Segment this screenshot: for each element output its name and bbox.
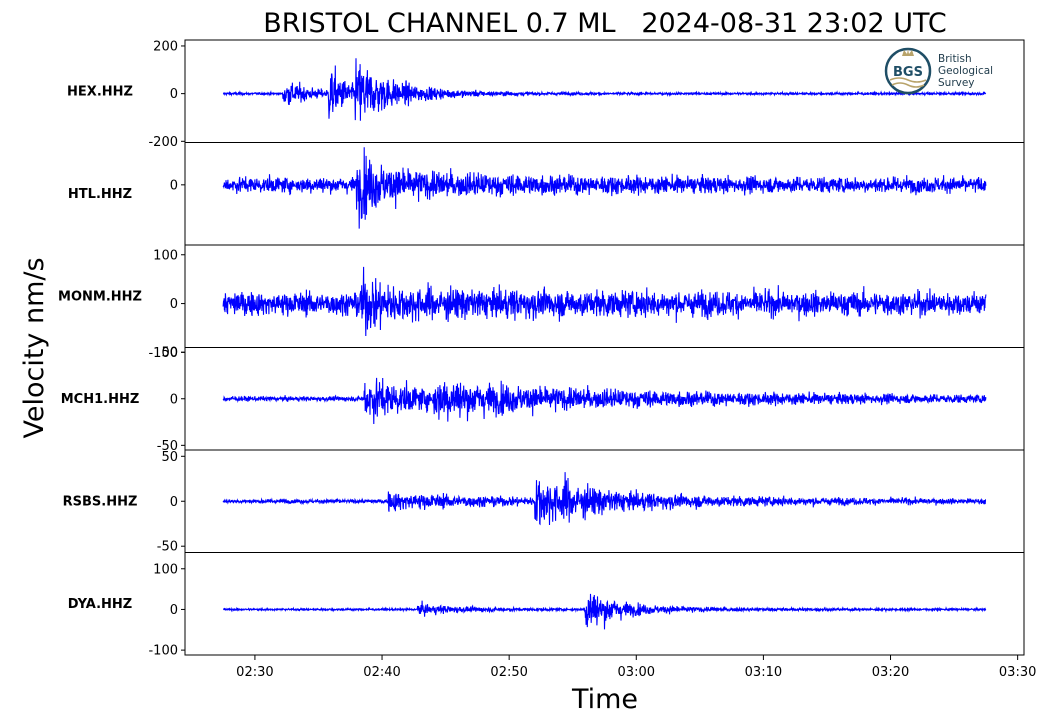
- waveform-trace: [222, 593, 987, 630]
- panel-mch1-hhz: MCH1.HHZ 50 0 -50: [61, 346, 1025, 454]
- bgs-logo-line-3: Survey: [938, 77, 975, 89]
- y-tick-label: -50: [157, 540, 178, 555]
- x-tick-label: 03:30: [999, 665, 1036, 680]
- bgs-logo-initials: BGS: [893, 65, 923, 80]
- bgs-logo-line-2: Geological: [938, 65, 993, 77]
- y-tick-label: 0: [170, 297, 178, 312]
- y-tick-label: 0: [170, 495, 178, 510]
- station-label: MONM.HHZ: [58, 289, 142, 304]
- x-tick-label: 03:10: [745, 665, 782, 680]
- y-tick-label: 50: [161, 346, 178, 361]
- panel-rsbs-hhz: RSBS.HHZ 50 0 -50: [63, 449, 1025, 555]
- panel-hex-hhz: HEX.HHZ 200 0 -200: [67, 39, 1025, 150]
- panel-frame: [184, 142, 1025, 246]
- chart-title: BRISTOL CHANNEL 0.7 ML 2024-08-31 23:02 …: [263, 8, 946, 39]
- station-label: DYA.HHZ: [68, 597, 132, 612]
- y-tick-label: 200: [153, 39, 178, 54]
- y-tick-label: 0: [170, 603, 178, 618]
- station-label: RSBS.HHZ: [63, 494, 138, 509]
- station-label: HEX.HHZ: [67, 84, 133, 99]
- y-tick-label: 0: [170, 392, 178, 407]
- x-tick-label: 02:40: [363, 665, 400, 680]
- x-axis: 02:30 02:40 02:50 03:00 03:10 03:20 03:30: [236, 655, 1036, 680]
- waveform-trace: [222, 266, 987, 337]
- bgs-logo-waves: [889, 77, 927, 88]
- waveform-trace: [222, 377, 987, 425]
- x-tick-label: 03:20: [872, 665, 909, 680]
- x-tick-label: 02:30: [236, 665, 273, 680]
- panel-frame: [184, 552, 1025, 656]
- bgs-logo: BGS British Geological Survey: [884, 47, 993, 95]
- station-label: MCH1.HHZ: [61, 392, 140, 407]
- y-tick-label: 0: [170, 87, 178, 102]
- y-tick-label: 50: [161, 450, 178, 465]
- panel-monm-hhz: MONM.HHZ 100 0 -100: [58, 244, 1025, 361]
- y-axis-label: Velocity nm/s: [19, 257, 50, 438]
- y-tick-label: -200: [148, 135, 178, 150]
- y-tick-label: -100: [148, 644, 178, 659]
- y-tick-label: 0: [170, 178, 178, 193]
- waveform-trace: [222, 147, 987, 229]
- station-label: HTL.HHZ: [68, 187, 132, 202]
- trace-panels: HEX.HHZ2000-200HTL.HHZ0MONM.HHZ1000-100M…: [58, 39, 1025, 659]
- y-tick-label: 100: [153, 248, 178, 263]
- waveform-trace: [222, 58, 987, 121]
- y-tick-label: 100: [153, 562, 178, 577]
- panel-dya-hhz: DYA.HHZ 100 0 -100: [68, 552, 1025, 659]
- y-tick-label: -100: [148, 346, 178, 361]
- x-tick-label: 02:50: [490, 665, 527, 680]
- waveform-trace: [222, 472, 987, 526]
- panel-htl-hhz: HTL.HHZ 0: [68, 142, 1025, 246]
- crown-icon: [902, 49, 914, 56]
- bgs-logo-line-1: British: [938, 53, 972, 65]
- x-tick-label: 03:00: [618, 665, 655, 680]
- x-axis-label: Time: [571, 684, 638, 715]
- y-tick-label: -50: [157, 439, 178, 454]
